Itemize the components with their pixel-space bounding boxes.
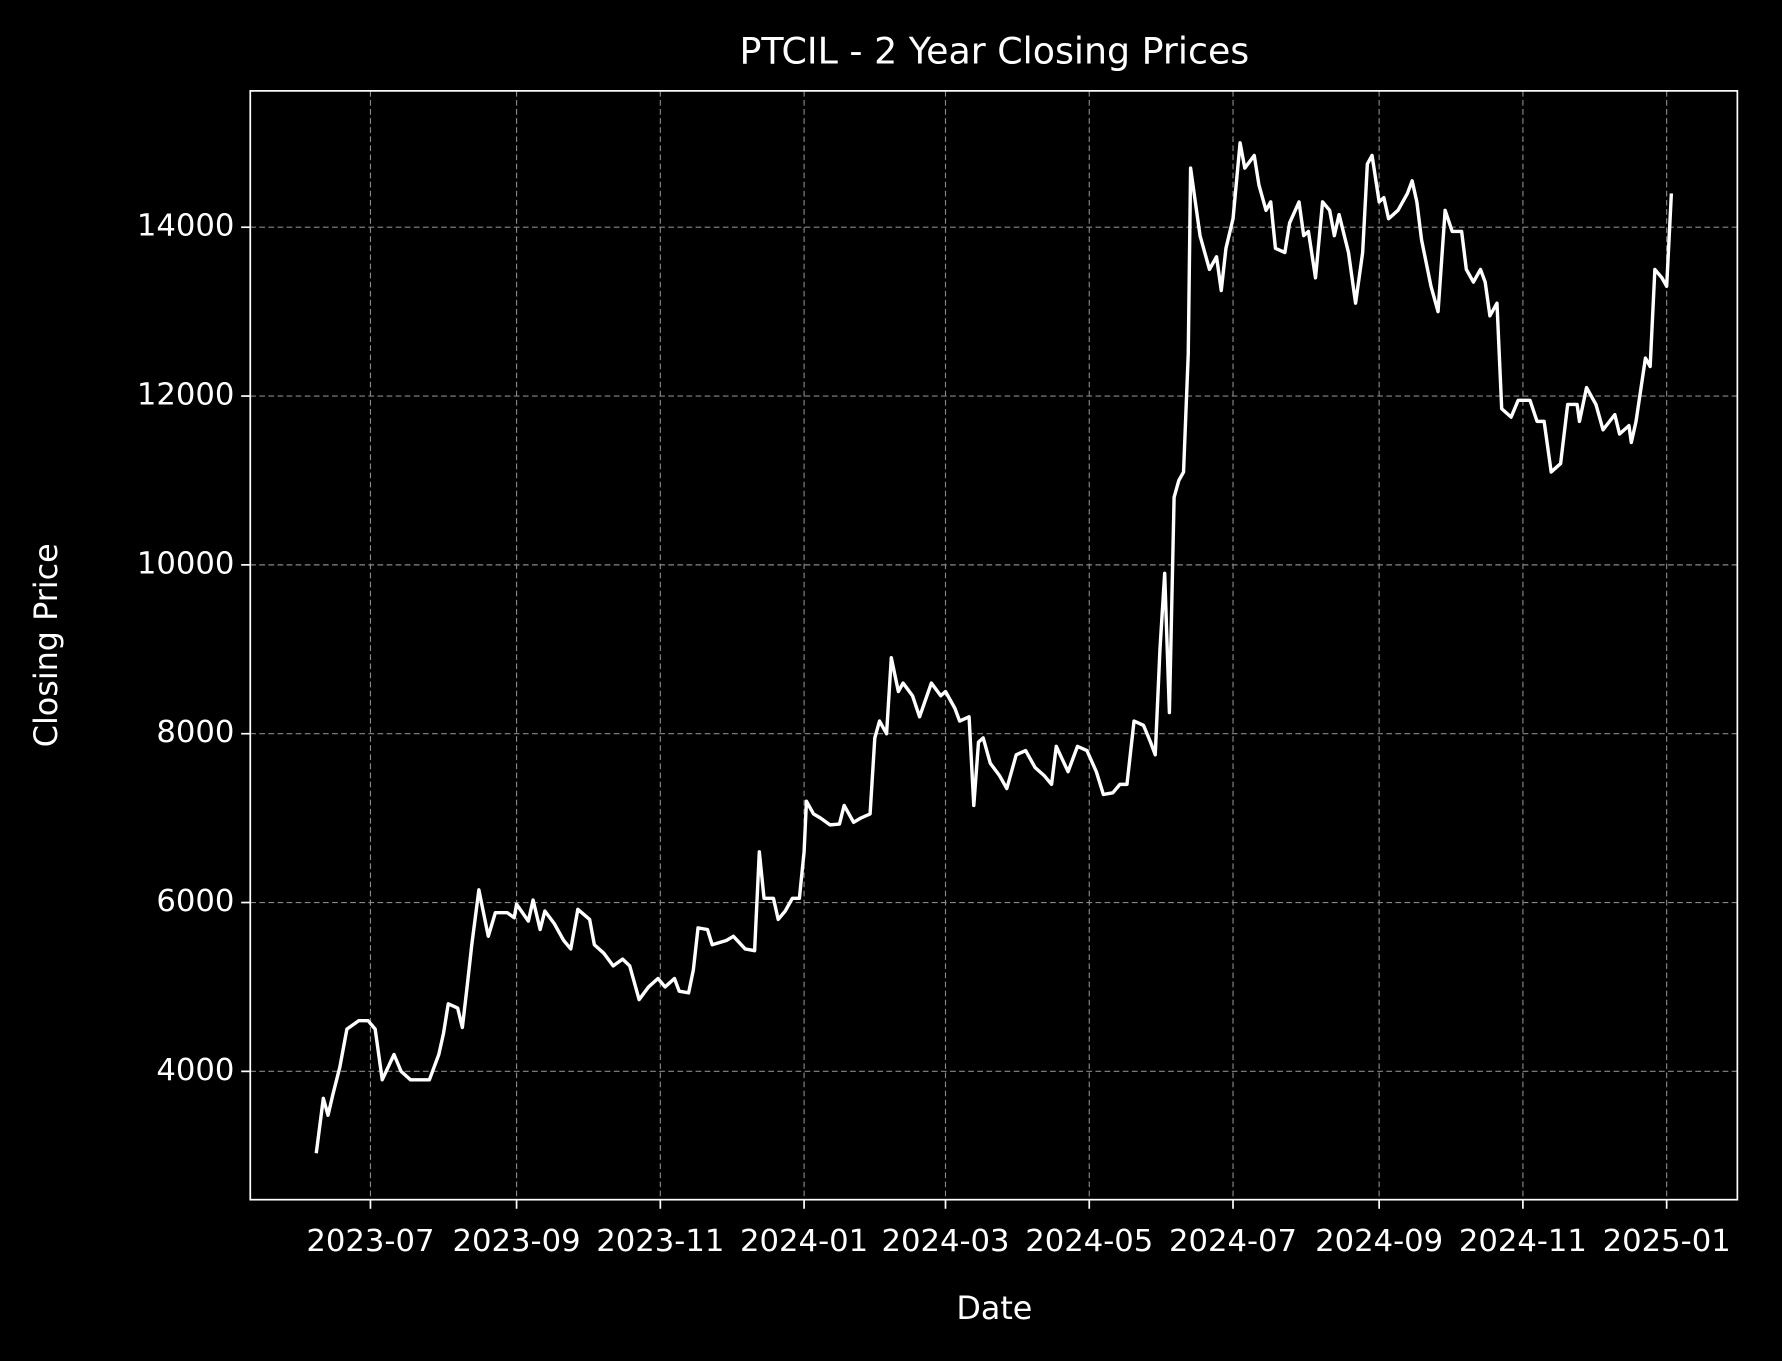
x-tick-label: 2024-09 — [1315, 1224, 1443, 1259]
y-axis-label: Closing Price — [28, 543, 65, 747]
price-line — [314, 141, 1674, 1154]
plot-frame — [249, 90, 1739, 1201]
y-tick-label: 14000 — [137, 209, 235, 244]
x-tick-label: 2024-01 — [740, 1224, 868, 1259]
y-tick-label: 8000 — [156, 715, 234, 750]
y-tick-label: 4000 — [156, 1053, 234, 1088]
x-tick-label: 2025-01 — [1603, 1224, 1731, 1259]
chart-title: PTCIL - 2 Year Closing Prices — [740, 29, 1250, 72]
x-tick-label: 2024-07 — [1169, 1224, 1297, 1259]
x-tick-label: 2023-07 — [306, 1224, 434, 1259]
x-tick-label: 2024-11 — [1459, 1224, 1587, 1259]
y-tick-label: 12000 — [137, 378, 235, 413]
x-tick-label: 2024-03 — [881, 1224, 1009, 1259]
x-tick-label: 2023-11 — [596, 1224, 724, 1259]
y-tick-label: 6000 — [156, 884, 234, 919]
x-tick-label: 2024-05 — [1025, 1224, 1153, 1259]
y-tick-label: 10000 — [137, 546, 235, 581]
x-tick-label: 2023-09 — [453, 1224, 581, 1259]
x-axis-label: Date — [956, 1290, 1032, 1327]
